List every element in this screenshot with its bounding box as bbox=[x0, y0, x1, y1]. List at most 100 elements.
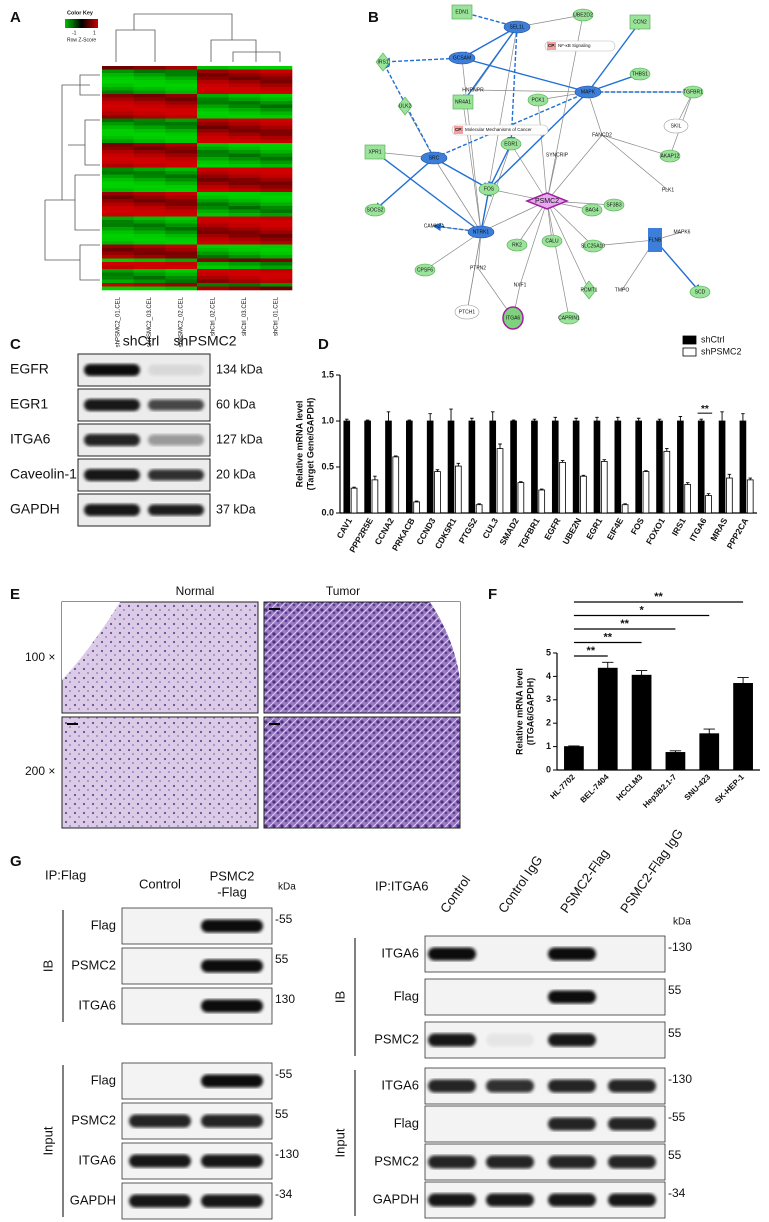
blot-band bbox=[84, 364, 140, 376]
heatmap-cell bbox=[197, 157, 229, 161]
row-label: ITGA6 bbox=[78, 1152, 116, 1167]
blot-band bbox=[548, 1033, 596, 1047]
heatmap-cell bbox=[228, 136, 261, 140]
network-edge bbox=[516, 200, 548, 246]
y-tick-label: 1.0 bbox=[321, 415, 334, 425]
x-tick-label: UBE2N bbox=[560, 516, 583, 546]
blot-band bbox=[84, 469, 140, 481]
y-tick-label: 3 bbox=[546, 694, 551, 704]
heatmap-cell bbox=[228, 265, 261, 270]
heatmap-cell bbox=[102, 80, 134, 84]
blot-band bbox=[84, 504, 140, 516]
marker-label: -55 bbox=[275, 912, 293, 926]
bar bbox=[559, 461, 566, 514]
network-node bbox=[682, 85, 704, 99]
heatmap-cell bbox=[133, 66, 166, 70]
heatmap-cell bbox=[133, 223, 166, 228]
heatmap-cell bbox=[133, 97, 166, 102]
error-bar bbox=[703, 728, 715, 734]
blot-band bbox=[486, 1193, 534, 1207]
heatmap-cell bbox=[165, 104, 198, 109]
heatmap-cell bbox=[228, 87, 261, 91]
marker-label: -55 bbox=[275, 1067, 293, 1081]
heatmap-cell bbox=[197, 150, 229, 154]
heatmap-cell bbox=[102, 108, 134, 112]
blot-band bbox=[148, 399, 204, 411]
blot-band bbox=[548, 1117, 596, 1131]
column-label: shCtrl_01.CEL bbox=[274, 296, 280, 336]
heatmap-cell bbox=[133, 199, 166, 203]
blot-band bbox=[548, 990, 596, 1004]
error-bar bbox=[365, 419, 370, 421]
heatmap-cell bbox=[228, 262, 261, 266]
heatmap-cell bbox=[228, 255, 261, 259]
heatmap-cell bbox=[133, 167, 166, 172]
bar bbox=[697, 420, 705, 514]
heatmap-cell bbox=[102, 199, 134, 203]
column-title: Normal bbox=[176, 584, 215, 598]
heatmap-cell bbox=[165, 160, 198, 165]
bar bbox=[684, 484, 691, 514]
heatmap-cell bbox=[260, 111, 293, 116]
network-node bbox=[451, 4, 473, 20]
heatmap-cell bbox=[165, 97, 198, 102]
heatmap-cell bbox=[197, 153, 229, 158]
error-bar bbox=[407, 419, 412, 421]
heatmap-cell bbox=[102, 227, 134, 231]
heatmap-cell bbox=[197, 244, 229, 249]
heatmap-cell bbox=[260, 185, 293, 189]
error-bar bbox=[519, 481, 523, 483]
heatmap-cell bbox=[197, 171, 229, 175]
blot-band bbox=[201, 1074, 263, 1088]
blot-band bbox=[201, 919, 263, 933]
row-label: PSMC2 bbox=[374, 1031, 419, 1046]
heatmap-cell bbox=[228, 213, 261, 217]
blot-band bbox=[129, 1114, 191, 1128]
marker-label: 55 bbox=[668, 1148, 682, 1162]
marker-label: -130 bbox=[275, 1147, 299, 1161]
heatmap-cell bbox=[133, 220, 166, 224]
network-edge bbox=[546, 200, 570, 319]
network-node bbox=[581, 280, 597, 300]
node-label: TMPO bbox=[615, 287, 630, 293]
bar bbox=[531, 420, 538, 514]
node-label: NTRK1 bbox=[473, 229, 490, 235]
heatmap-cell bbox=[197, 69, 229, 74]
blot-band bbox=[548, 1079, 596, 1093]
blot-band bbox=[428, 947, 476, 961]
unit-label: kDa bbox=[673, 917, 691, 928]
node-label: MAPK6 bbox=[674, 229, 691, 235]
pathway-tag: CP: bbox=[548, 43, 556, 48]
heatmap-cell bbox=[228, 258, 261, 263]
heatmap-cell bbox=[197, 66, 229, 70]
network-edge bbox=[472, 89, 589, 93]
network-edge bbox=[460, 55, 589, 93]
bar bbox=[665, 752, 686, 771]
blot-band bbox=[148, 364, 204, 376]
heatmap-cell bbox=[133, 248, 166, 252]
heatmap-cell bbox=[260, 132, 293, 137]
x-tick-label: MRAS bbox=[708, 516, 729, 543]
bar bbox=[642, 471, 650, 514]
heatmap-cell bbox=[165, 237, 198, 242]
network-edge bbox=[654, 239, 701, 294]
heatmap-cell bbox=[165, 69, 198, 74]
error-bar bbox=[498, 443, 502, 449]
blot-band bbox=[548, 1193, 596, 1207]
heatmap-cell bbox=[165, 153, 198, 158]
heatmap-cell bbox=[260, 195, 293, 200]
heatmap-cell bbox=[165, 220, 198, 224]
heatmap-cell bbox=[165, 283, 198, 287]
heatmap-cell bbox=[260, 181, 293, 186]
color-key-label: Row Z-Score bbox=[67, 37, 96, 43]
micrograph bbox=[263, 716, 461, 829]
blot-band bbox=[148, 469, 204, 481]
heatmap-cell bbox=[165, 181, 198, 186]
heatmap-cell bbox=[165, 227, 198, 231]
heatmap-cell bbox=[102, 76, 134, 81]
significance-label: ** bbox=[603, 631, 612, 643]
color-key-tick: 1 bbox=[93, 30, 96, 36]
heatmap-cell bbox=[102, 286, 134, 291]
error-bar bbox=[456, 462, 461, 467]
node-label: CAPRIN1 bbox=[558, 315, 580, 321]
